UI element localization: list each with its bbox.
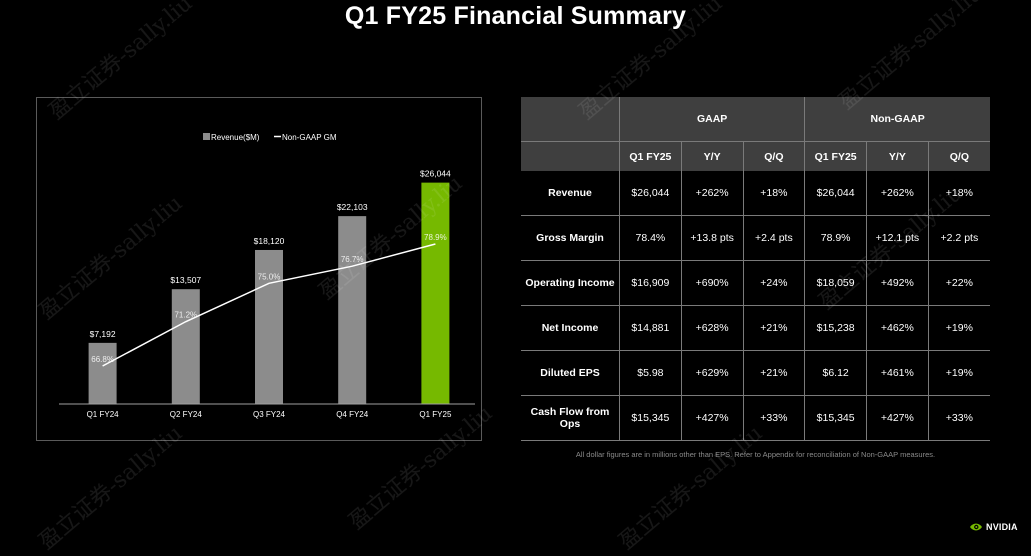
row-label: Net Income bbox=[521, 305, 620, 351]
gm-data-label: 66.8% bbox=[91, 355, 114, 364]
x-tick-label: Q4 FY24 bbox=[336, 410, 369, 419]
table-cell: +628% bbox=[681, 305, 744, 351]
table-cell: +427% bbox=[866, 395, 929, 441]
column-header: Y/Y bbox=[681, 141, 744, 171]
x-tick-label: Q1 FY24 bbox=[87, 410, 120, 419]
row-label: Diluted EPS bbox=[521, 350, 620, 396]
gm-data-label: 76.7% bbox=[341, 255, 364, 264]
table-row: Diluted EPS $5.98 +629% +21% $6.12 +461%… bbox=[521, 350, 990, 396]
column-header: Q/Q bbox=[928, 141, 990, 171]
table-group-header-row: GAAP Non-GAAP bbox=[521, 97, 990, 142]
x-tick-label: Q3 FY24 bbox=[253, 410, 286, 419]
table-cell: $26,044 bbox=[619, 171, 682, 216]
bar bbox=[338, 216, 367, 404]
gm-series-line bbox=[102, 243, 436, 367]
table-cell: +492% bbox=[866, 260, 929, 306]
bar-value-label: $13,507 bbox=[170, 275, 201, 285]
gm-data-label: 78.9% bbox=[424, 233, 447, 242]
table-cell: +13.8 pts bbox=[681, 215, 744, 261]
bar bbox=[171, 289, 200, 404]
table-cell: +19% bbox=[928, 305, 990, 351]
table-cell: +22% bbox=[928, 260, 990, 306]
table-cell: +461% bbox=[866, 350, 929, 396]
table-cell: $5.98 bbox=[619, 350, 682, 396]
bar bbox=[88, 342, 117, 404]
table-cell: +21% bbox=[743, 350, 806, 396]
legend-label-gm: Non-GAAP GM bbox=[282, 133, 337, 142]
table-cell: +24% bbox=[743, 260, 806, 306]
gm-data-label: 71.2% bbox=[174, 311, 197, 320]
table-cell: +21% bbox=[743, 305, 806, 351]
bar bbox=[421, 182, 450, 404]
gm-data-label: 75.0% bbox=[258, 272, 281, 281]
legend-label-revenue: Revenue($M) bbox=[211, 133, 260, 142]
table-cell: +18% bbox=[928, 171, 990, 216]
table-cell: 78.4% bbox=[619, 215, 682, 261]
column-header: Q1 FY25 bbox=[619, 141, 682, 171]
group-header-non-gaap: Non-GAAP bbox=[804, 97, 990, 142]
table-cell: +33% bbox=[928, 395, 990, 441]
table-cell: $15,345 bbox=[804, 395, 867, 441]
table-cell: +18% bbox=[743, 171, 806, 216]
logo-text: NVIDIA bbox=[986, 522, 1018, 532]
table-cell: $15,345 bbox=[619, 395, 682, 441]
table-cell: +2.2 pts bbox=[928, 215, 990, 261]
table-cell: +262% bbox=[866, 171, 929, 216]
table-cell: $15,238 bbox=[804, 305, 867, 351]
table-cell: +629% bbox=[681, 350, 744, 396]
table-row: Cash Flow from Ops $15,345 +427% +33% $1… bbox=[521, 395, 990, 441]
row-label: Revenue bbox=[521, 171, 620, 216]
table-row: Net Income $14,881 +628% +21% $15,238 +4… bbox=[521, 305, 990, 351]
nvidia-logo: NVIDIA bbox=[969, 520, 1021, 534]
row-label: Operating Income bbox=[521, 260, 620, 306]
table-cell: $16,909 bbox=[619, 260, 682, 306]
x-tick-label: Q1 FY25 bbox=[419, 410, 452, 419]
nvidia-eye-icon bbox=[970, 523, 982, 531]
legend-swatch-revenue bbox=[203, 133, 210, 140]
table-cell: +12.1 pts bbox=[866, 215, 929, 261]
revenue-chart: Revenue($M) Non-GAAP GM $7,192 Q1 FY24 $13,5… bbox=[59, 133, 475, 419]
bar-value-label: $7,192 bbox=[90, 329, 116, 339]
table-cell: +19% bbox=[928, 350, 990, 396]
financial-summary-table: GAAP Non-GAAP Q1 FY25 Y/Y Q/Q Q1 FY25 Y/… bbox=[521, 97, 990, 441]
group-header-gaap: GAAP bbox=[619, 97, 806, 142]
table-row: Operating Income $16,909 +690% +24% $18,… bbox=[521, 260, 990, 306]
table-cell: $26,044 bbox=[804, 171, 867, 216]
x-tick-label: Q2 FY24 bbox=[170, 410, 203, 419]
column-header: Q1 FY25 bbox=[804, 141, 867, 171]
table-cell: $14,881 bbox=[619, 305, 682, 351]
row-label: Gross Margin bbox=[521, 215, 620, 261]
table-cell: +33% bbox=[743, 395, 806, 441]
page-title: Q1 FY25 Financial Summary bbox=[344, 2, 687, 30]
table-corner-cell bbox=[521, 97, 620, 142]
bar-value-label: $26,044 bbox=[420, 169, 451, 179]
revenue-chart-panel: Revenue($M) Non-GAAP GM $7,192 Q1 FY24 $13,5… bbox=[36, 97, 482, 441]
bar-value-label: $18,120 bbox=[254, 236, 285, 246]
table-cell: $6.12 bbox=[804, 350, 867, 396]
table-cell: +2.4 pts bbox=[743, 215, 806, 261]
bar bbox=[255, 249, 283, 404]
row-label: Cash Flow from Ops bbox=[521, 395, 620, 441]
table-row: Revenue $26,044 +262% +18% $26,044 +262%… bbox=[521, 171, 990, 216]
table-cell: 78.9% bbox=[804, 215, 867, 261]
table-cell: +462% bbox=[866, 305, 929, 351]
column-header: Q/Q bbox=[743, 141, 806, 171]
table-cell: +427% bbox=[681, 395, 744, 441]
bar-value-label: $22,103 bbox=[337, 202, 368, 212]
table-cell: $18,059 bbox=[804, 260, 867, 306]
table-subheader-row: Q1 FY25 Y/Y Q/Q Q1 FY25 Y/Y Q/Q bbox=[521, 141, 990, 171]
table-corner-cell bbox=[521, 141, 620, 171]
table-cell: +262% bbox=[681, 171, 744, 216]
footnote: All dollar figures are in millions other… bbox=[575, 450, 936, 459]
table-cell: +690% bbox=[681, 260, 744, 306]
table-row: Gross Margin 78.4% +13.8 pts +2.4 pts 78… bbox=[521, 215, 990, 261]
column-header: Y/Y bbox=[866, 141, 929, 171]
